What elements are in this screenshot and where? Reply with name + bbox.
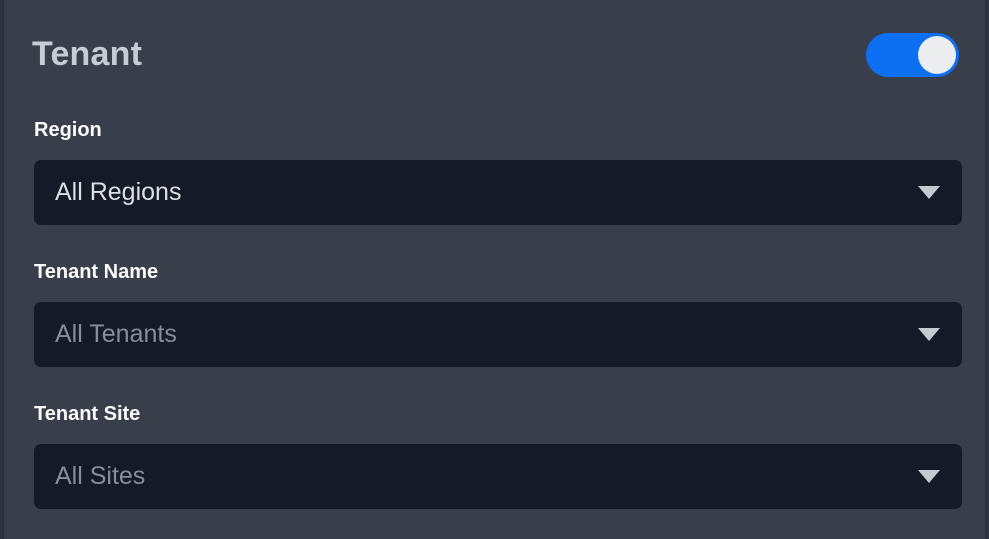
tenant-name-label: Tenant Name xyxy=(34,261,159,283)
tenant-site-label: Tenant Site xyxy=(34,403,141,425)
field-group-region: Region All Regions xyxy=(34,118,962,225)
tenant-enable-toggle[interactable] xyxy=(866,33,959,77)
field-group-tenant-site: Tenant Site All Sites xyxy=(34,402,962,509)
triangle-down-icon xyxy=(918,328,940,341)
tenant-name-select-value: All Tenants xyxy=(55,320,177,348)
panel-header: Tenant xyxy=(4,0,985,108)
toggle-knob xyxy=(918,36,956,74)
triangle-down-icon xyxy=(918,186,940,199)
page-title: Tenant xyxy=(32,35,143,73)
tenant-filter-panel: Tenant Region All Regions Tenant Name Al… xyxy=(3,0,986,539)
region-select-value: All Regions xyxy=(55,178,182,206)
field-group-tenant-name: Tenant Name All Tenants xyxy=(34,260,962,367)
region-label: Region xyxy=(34,119,102,141)
tenant-site-select-value: All Sites xyxy=(55,462,146,490)
tenant-name-select[interactable]: All Tenants xyxy=(34,302,962,367)
triangle-down-icon xyxy=(918,470,940,483)
tenant-site-select[interactable]: All Sites xyxy=(34,444,962,509)
region-select[interactable]: All Regions xyxy=(34,160,962,225)
